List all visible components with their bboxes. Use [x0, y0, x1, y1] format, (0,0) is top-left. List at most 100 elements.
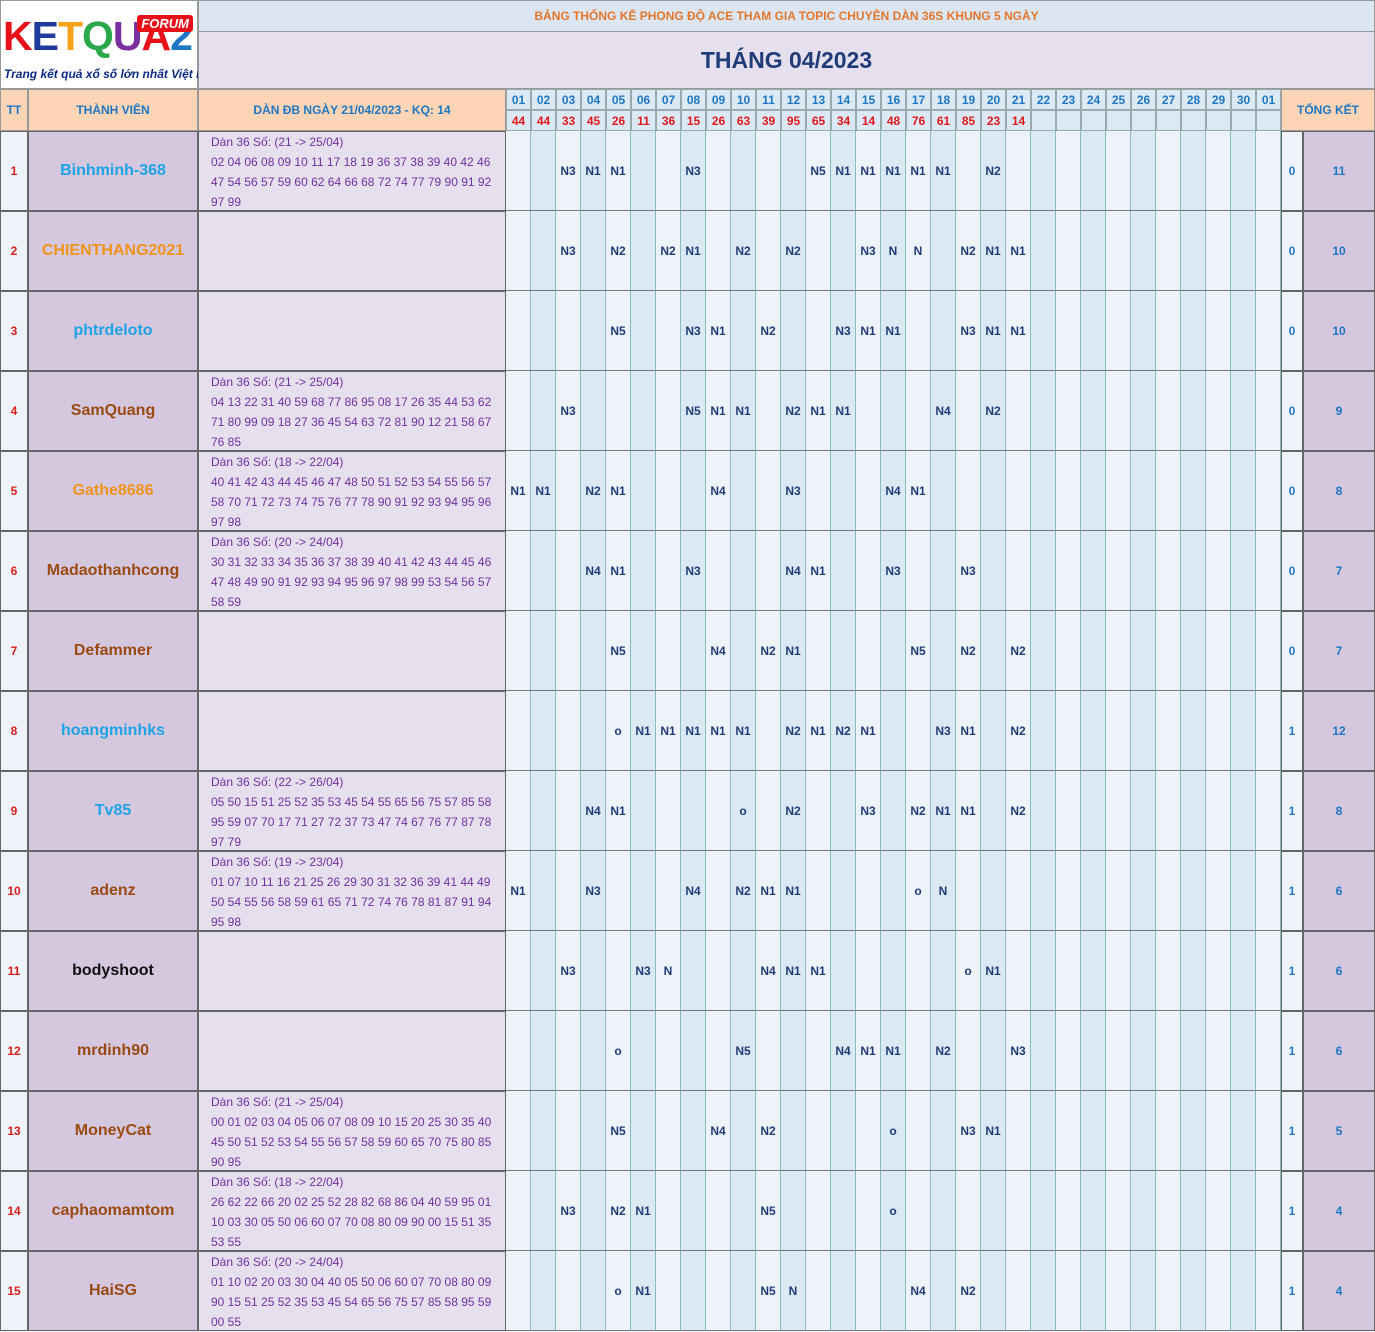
day-cell: [756, 131, 781, 211]
day-cell: [1056, 211, 1081, 291]
day-cell: N1: [881, 291, 906, 371]
day-cell: N3: [956, 531, 981, 611]
day-cell: [681, 931, 706, 1011]
day-result: 44: [506, 110, 531, 131]
day-cell: [731, 1171, 756, 1251]
day-result: 39: [756, 110, 781, 131]
day-cell: [1056, 291, 1081, 371]
day-cell: [1181, 1011, 1206, 1091]
day-cell: [1256, 211, 1281, 291]
day-header: 24: [1081, 89, 1106, 110]
day-cell: [1131, 611, 1156, 691]
day-cell: N1: [956, 771, 981, 851]
day-cell: [906, 691, 931, 771]
day-cell: [1156, 691, 1181, 771]
day-cell: [1181, 451, 1206, 531]
day-cell: [506, 1251, 531, 1331]
day-cell: [1256, 1171, 1281, 1251]
day-cell: [1206, 291, 1231, 371]
month-title: THÁNG 04/2023: [198, 31, 1375, 89]
day-cell: [981, 451, 1006, 531]
day-cell: [1156, 1011, 1181, 1091]
day-result: [1156, 110, 1181, 131]
day-cell: [531, 611, 556, 691]
day-cell: N2: [781, 691, 806, 771]
day-cell: [531, 1171, 556, 1251]
member-name: SamQuang: [28, 371, 198, 451]
day-cell: [556, 1011, 581, 1091]
day-cell: N1: [981, 1091, 1006, 1171]
day-cell: [831, 771, 856, 851]
day-header: 04: [581, 89, 606, 110]
day-cell: [1131, 1011, 1156, 1091]
day-cell: [1206, 1091, 1231, 1171]
day-cell: [806, 1251, 831, 1331]
day-cell: N2: [1006, 691, 1031, 771]
day-result: 61: [931, 110, 956, 131]
day-cell: [806, 771, 831, 851]
day-cell: [1081, 1251, 1106, 1331]
day-cell: [1256, 931, 1281, 1011]
day-cell: [556, 1091, 581, 1171]
day-cell: [831, 531, 856, 611]
day-cell: N1: [606, 131, 631, 211]
day-cell: N1: [856, 131, 881, 211]
day-cell: o: [881, 1091, 906, 1171]
day-cell: [1031, 131, 1056, 211]
day-cell: [931, 611, 956, 691]
day-cell: [906, 371, 931, 451]
row-number: 9: [0, 771, 28, 851]
day-cell: [1231, 211, 1256, 291]
day-result: 11: [631, 110, 656, 131]
dan-line: 58 70 71 72 73 74 75 76 77 78 90 91 92 9…: [211, 495, 492, 509]
day-cell: N1: [606, 771, 631, 851]
day-cell: [806, 451, 831, 531]
day-header: 13: [806, 89, 831, 110]
row-number: 10: [0, 851, 28, 931]
member-name: Binhminh-368: [28, 131, 198, 211]
dan-line: Dàn 36 Số: (21 -> 25/04): [211, 135, 344, 149]
day-cell: [556, 1251, 581, 1331]
day-result: [1131, 110, 1156, 131]
day-result: 34: [831, 110, 856, 131]
day-cell: N: [881, 211, 906, 291]
day-cell: [1006, 131, 1031, 211]
day-cell: [1081, 691, 1106, 771]
day-cell: [506, 531, 531, 611]
day-cell: N3: [631, 931, 656, 1011]
day-cell: [531, 131, 556, 211]
day-cell: [681, 1011, 706, 1091]
day-cell: [531, 1251, 556, 1331]
day-cell: N1: [706, 291, 731, 371]
ketqua2-logo[interactable]: KETQUA2 FORUM Trang kết quả xổ số lớn nh…: [0, 0, 222, 89]
day-cell: N1: [806, 931, 831, 1011]
day-cell: N3: [556, 1171, 581, 1251]
day-result: [1256, 110, 1281, 131]
member-name: Defammer: [28, 611, 198, 691]
day-cell: [581, 1091, 606, 1171]
day-cell: N2: [1006, 611, 1031, 691]
day-cell: [556, 771, 581, 851]
day-cell: [681, 451, 706, 531]
day-result: 14: [856, 110, 881, 131]
day-cell: [1006, 1171, 1031, 1251]
day-cell: [556, 851, 581, 931]
day-cell: [681, 771, 706, 851]
day-cell: N3: [1006, 1011, 1031, 1091]
day-cell: o: [606, 1011, 631, 1091]
header-tt: TT: [0, 89, 28, 131]
day-cell: [681, 1251, 706, 1331]
day-cell: [1006, 1091, 1031, 1171]
day-cell: [781, 131, 806, 211]
row-number: 13: [0, 1091, 28, 1171]
day-cell: [1206, 531, 1231, 611]
day-cell: N3: [681, 131, 706, 211]
day-cell: N2: [956, 211, 981, 291]
logo-tagline: Trang kết quả xổ số lớn nhất Việt Nam: [4, 67, 223, 81]
summary-count-a: 0: [1281, 291, 1303, 371]
day-cell: [1156, 451, 1181, 531]
day-cell: [1006, 531, 1031, 611]
day-cell: [706, 771, 731, 851]
day-cell: [1156, 851, 1181, 931]
dan-line: 58 59: [211, 595, 242, 609]
